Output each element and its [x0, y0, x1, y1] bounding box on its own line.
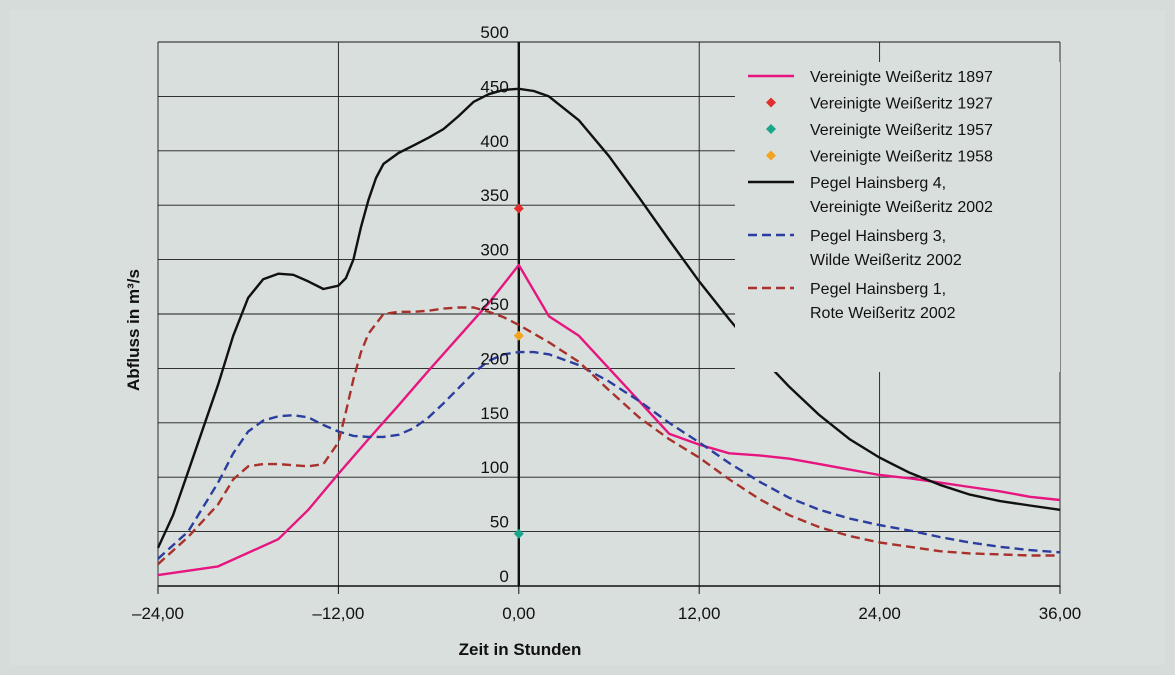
legend-marker — [766, 124, 776, 134]
series-layer — [156, 87, 1061, 577]
x-tick-label: 36,00 — [1039, 604, 1082, 623]
y-tick-label: 400 — [480, 132, 508, 151]
legend-label: Vereinigte Weißeritz 1958 — [810, 149, 993, 166]
legend-marker — [766, 97, 776, 108]
x-tick-label: –24,00 — [132, 604, 184, 623]
x-tick-label: 24,00 — [858, 604, 901, 623]
y-tick-label: 250 — [480, 295, 508, 314]
y-tick-label: 200 — [480, 349, 508, 368]
data-point-marker — [513, 330, 524, 341]
y-tick-label: 350 — [480, 186, 508, 205]
legend-label: Vereinigte Weißeritz 1957 — [810, 122, 993, 139]
flood-discharge-chart: 0 50 100 150 200 250 300 350 400 450 500 –24,00 –12,… — [124, 23, 1081, 659]
series-line — [157, 263, 1061, 577]
legend-box — [735, 62, 1060, 372]
x-tick-label: –12,00 — [312, 604, 364, 623]
y-tick-label: 50 — [490, 513, 509, 532]
y-tick-label: 150 — [480, 404, 508, 423]
chart-panel: 0 50 100 150 200 250 300 350 400 450 500 –24,00 –12,… — [10, 10, 1165, 665]
legend-label: Pegel Hainsberg 4, — [810, 175, 946, 192]
legend-label: Wilde Weißeritz 2002 — [810, 252, 962, 269]
series-line — [157, 306, 1060, 566]
y-tick-label: 500 — [480, 23, 508, 42]
legend-label: Pegel Hainsberg 3, — [810, 228, 946, 245]
x-tick-label: 12,00 — [678, 604, 721, 623]
x-tick-label: 0,00 — [502, 604, 535, 623]
legend: Vereinigte Weißeritz 1897 Vereinigte Weiß… — [748, 69, 993, 322]
y-tick-label: 100 — [480, 458, 508, 477]
y-axis-title: Abfluss in m³/s — [124, 269, 143, 391]
data-point-marker — [513, 203, 524, 214]
y-tick-label: 450 — [480, 77, 508, 96]
legend-label: Vereinigte Weißeritz 1927 — [810, 96, 993, 113]
legend-label: Pegel Hainsberg 1, — [810, 281, 946, 298]
legend-label: Vereinigte Weißeritz 1897 — [810, 69, 993, 86]
legend-label: Rote Weißeritz 2002 — [810, 305, 956, 322]
series-line — [157, 350, 1061, 560]
data-point-marker — [513, 528, 524, 539]
series-line — [156, 87, 1061, 549]
tick-labels: 0 50 100 150 200 250 300 350 400 450 500 –24,00 –12,… — [132, 23, 1081, 623]
y-tick-label: 0 — [499, 567, 508, 586]
legend-marker — [766, 150, 776, 161]
legend-label: Vereinigte Weißeritz 2002 — [810, 199, 993, 216]
x-axis-title: Zeit in Stunden — [459, 640, 582, 659]
y-tick-label: 300 — [480, 241, 508, 260]
